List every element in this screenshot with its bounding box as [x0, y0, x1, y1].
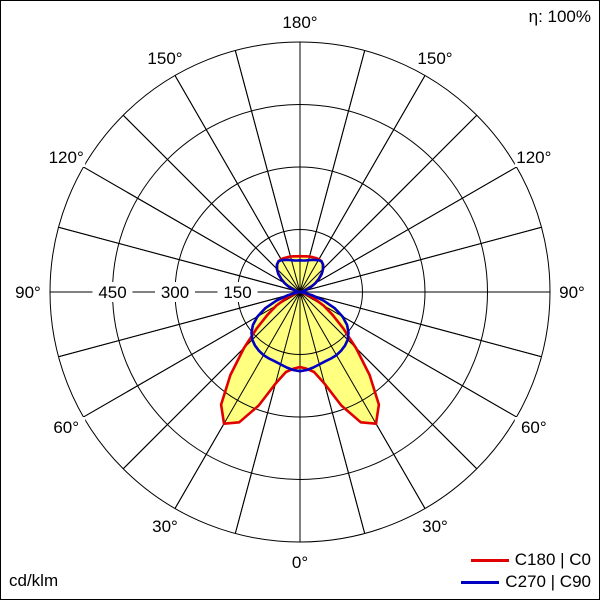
radial-tick-label: 150 [223, 283, 251, 302]
legend: C180 | C0 C270 | C90 [461, 549, 591, 593]
radial-tick-label: 300 [161, 283, 189, 302]
angle-label-bg [514, 147, 553, 167]
units-label: cd/klm [9, 571, 59, 590]
angle-label: 90° [559, 283, 585, 302]
angle-label: 30° [422, 517, 448, 536]
legend-swatch-c270-c90 [461, 580, 500, 584]
angle-label: 150° [147, 49, 182, 68]
radial-tick-bg [217, 282, 258, 302]
angle-label: 30° [152, 517, 178, 536]
angle-label: 60° [53, 418, 79, 437]
angle-label-bg [146, 515, 184, 536]
legend-label: C180 | C0 [514, 550, 591, 569]
angle-label-bg [146, 48, 184, 69]
angle-label-bg [47, 417, 86, 437]
legend-swatch-c180-c0 [470, 558, 509, 562]
legend-item-c180-c0: C180 | C0 [461, 549, 591, 571]
legend-item-c270-c90: C270 | C90 [461, 571, 591, 593]
angle-label-bg [416, 48, 454, 69]
series-line [250, 258, 350, 373]
legend-label: C270 | C90 [505, 572, 591, 591]
angle-label: 90° [15, 283, 41, 302]
angle-label: 120° [516, 148, 551, 167]
angle-label-bg [514, 417, 553, 437]
angle-label-bg [281, 552, 319, 572]
radial-tick-bg [92, 282, 133, 302]
angle-label-bg [281, 12, 319, 32]
angle-label: 150° [417, 49, 452, 68]
angle-label: 60° [521, 418, 547, 437]
angle-label: 0° [292, 553, 308, 572]
radial-tick-label: 450 [98, 283, 126, 302]
series-line [219, 254, 381, 425]
angle-label: 180° [282, 13, 317, 32]
angle-label-bg [416, 515, 454, 536]
efficiency-label: η: 100% [528, 7, 591, 26]
radial-tick-bg [155, 282, 195, 302]
angle-label: 120° [49, 148, 84, 167]
angle-label-bg [47, 147, 86, 167]
